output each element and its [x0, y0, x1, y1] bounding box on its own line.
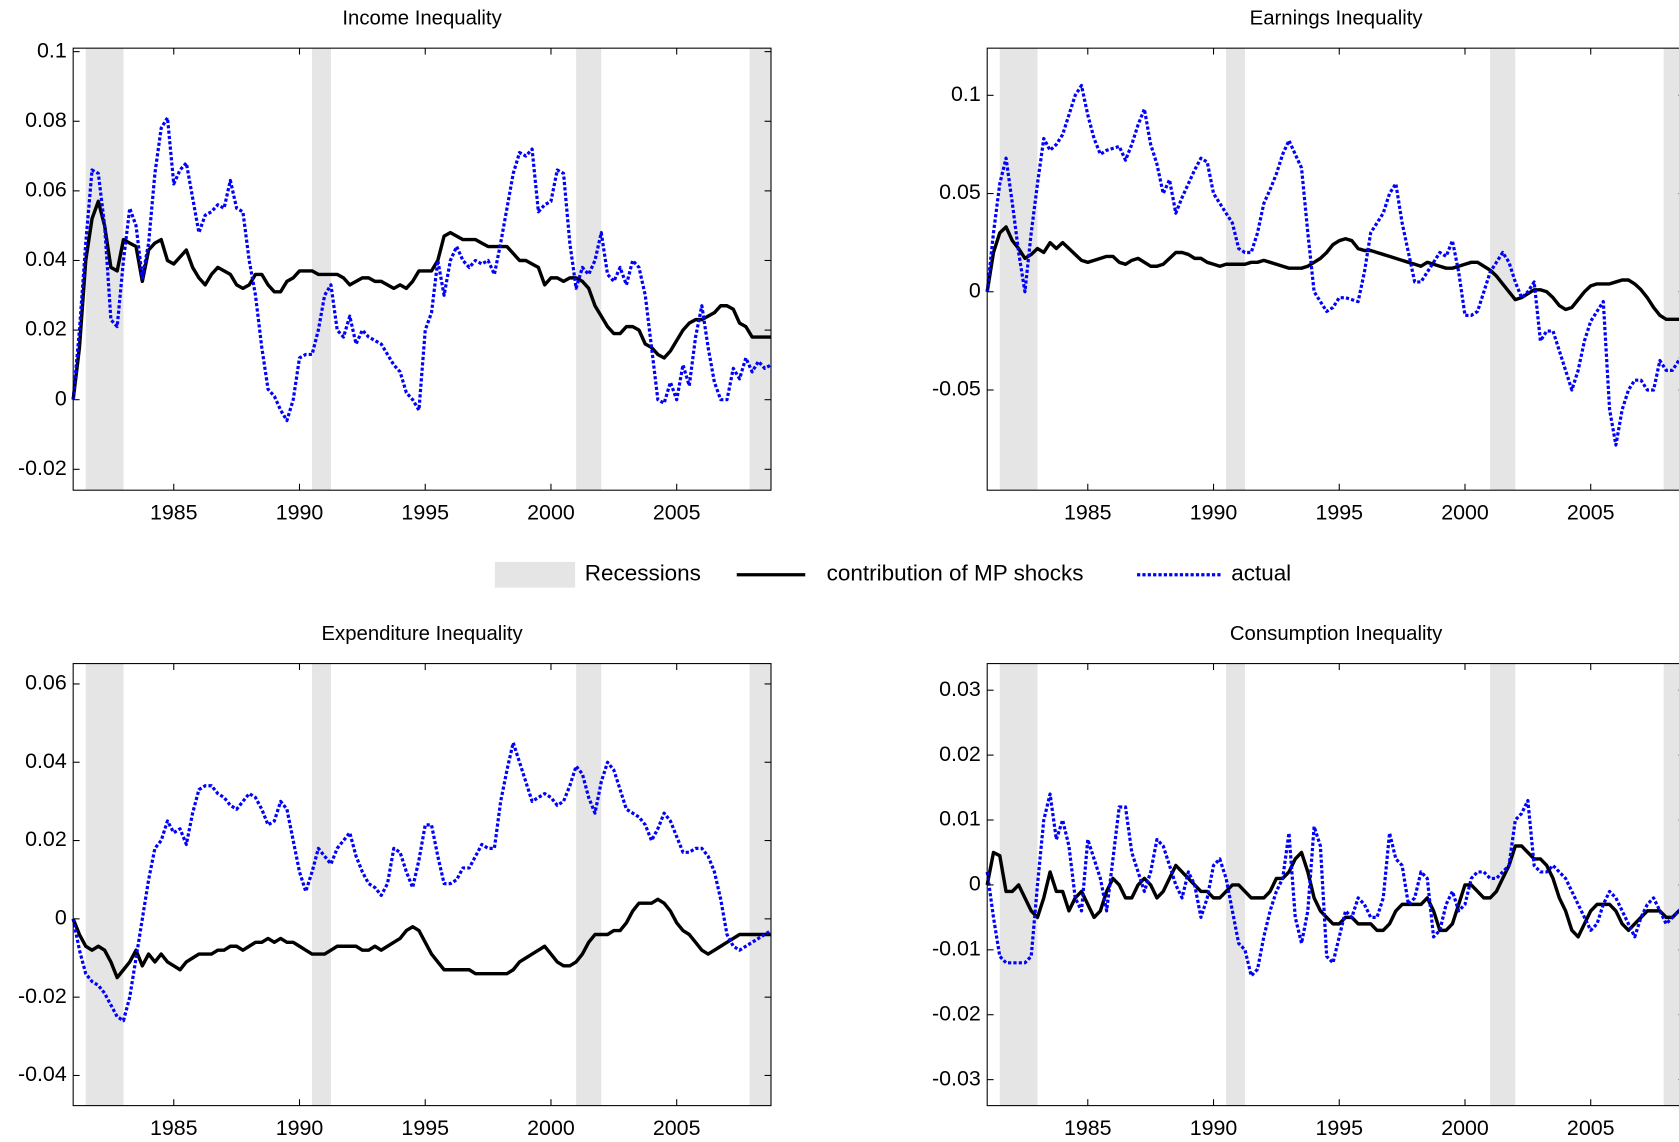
y-tick-label: 0: [969, 278, 981, 302]
recession-band: [576, 48, 602, 491]
y-tick-label: 0: [55, 386, 67, 410]
x-tick-label: 1995: [401, 1116, 449, 1140]
recession-band: [576, 663, 602, 1106]
x-tick-label: 2005: [1567, 500, 1615, 524]
data-line: [985, 225, 1679, 321]
x-tick-label: 1985: [1064, 500, 1112, 524]
x-tick-label: 1985: [150, 1116, 198, 1140]
legend: Recessions contribution of MP shocks act…: [494, 561, 1291, 588]
x-tick-label: 2000: [1441, 500, 1489, 524]
x-tick-label: 2005: [1567, 1116, 1615, 1140]
y-tick-label: 0.03: [939, 677, 981, 701]
data-line: [985, 83, 1679, 447]
y-tick-label: 0.02: [939, 742, 981, 766]
chart-title: Income Inequality: [342, 8, 502, 30]
y-tick-label: -0.05: [932, 377, 981, 401]
y-tick-label: 0: [55, 906, 67, 930]
legend-label: contribution of MP shocks: [827, 561, 1084, 586]
data-line: [71, 741, 772, 1023]
recession-band: [999, 48, 1038, 491]
recession-band: [1490, 663, 1516, 1106]
x-tick-label: 1995: [401, 500, 449, 524]
y-tick-label: -0.02: [932, 1001, 981, 1025]
panel: Earnings Inequality -0.05 0 0.05 0.1 1985 1990…: [932, 8, 1679, 524]
legend-label: actual: [1231, 561, 1291, 586]
y-tick-label: 0.05: [939, 180, 981, 204]
recession-band: [749, 48, 772, 491]
y-tick-label: -0.02: [18, 984, 67, 1008]
panel: Consumption Inequality -0.03 -0.02 -0.01 0 0.…: [932, 623, 1679, 1140]
y-tick-label: -0.03: [932, 1066, 981, 1090]
y-tick-label: -0.01: [932, 936, 981, 960]
y-tick-label: 0.1: [37, 38, 67, 62]
recession-band: [1226, 48, 1245, 491]
y-tick-label: 0.08: [25, 108, 67, 132]
recession-band: [1663, 48, 1679, 491]
x-tick-label: 2000: [527, 500, 575, 524]
x-tick-label: 1990: [1190, 500, 1238, 524]
plot-frame: [72, 47, 772, 491]
plot-frame: [72, 663, 772, 1107]
data-line: [71, 116, 772, 423]
x-tick-label: 2005: [653, 1116, 701, 1140]
x-tick-label: 1985: [1064, 1116, 1112, 1140]
y-tick-label: 0.01: [939, 807, 981, 831]
x-tick-label: 1990: [1190, 1116, 1238, 1140]
y-tick-label: 0: [969, 872, 981, 896]
x-tick-label: 1995: [1315, 500, 1363, 524]
recession-band: [312, 663, 331, 1106]
recession-band: [85, 663, 124, 1106]
recession-band: [1663, 663, 1679, 1106]
y-tick-label: -0.04: [18, 1062, 67, 1086]
y-tick-label: 0.06: [25, 671, 67, 695]
x-tick-label: 2000: [1441, 1116, 1489, 1140]
y-tick-label: 0.02: [25, 827, 67, 851]
panel: Income Inequality -0.02 0 0.02 0.04 0.06 0.08 0…: [18, 8, 772, 524]
x-tick-label: 2000: [527, 1116, 575, 1140]
x-tick-label: 1990: [276, 500, 324, 524]
recession-band: [749, 663, 772, 1106]
legend-label: Recessions: [585, 561, 701, 586]
x-tick-label: 1995: [1315, 1116, 1363, 1140]
y-tick-label: 0.04: [25, 749, 67, 773]
data-line: [71, 897, 772, 980]
data-line: [71, 199, 772, 400]
chart-title: Expenditure Inequality: [322, 623, 524, 645]
y-tick-label: 0.04: [25, 247, 67, 271]
chart-title: Earnings Inequality: [1250, 8, 1424, 30]
y-tick-label: 0.06: [25, 178, 67, 202]
recession-band: [312, 48, 331, 491]
chart-title: Consumption Inequality: [1230, 623, 1443, 645]
x-tick-label: 1990: [276, 1116, 324, 1140]
plot-frame: [986, 47, 1679, 491]
y-tick-label: 0.02: [25, 317, 67, 341]
data-line: [985, 792, 1679, 978]
panel: Expenditure Inequality -0.04 -0.02 0 0.02 0.0…: [18, 623, 772, 1140]
x-tick-label: 2005: [653, 500, 701, 524]
y-tick-label: 0.1: [951, 82, 981, 106]
legend-swatch: [494, 561, 576, 588]
y-tick-label: -0.02: [18, 456, 67, 480]
x-tick-label: 1985: [150, 500, 198, 524]
